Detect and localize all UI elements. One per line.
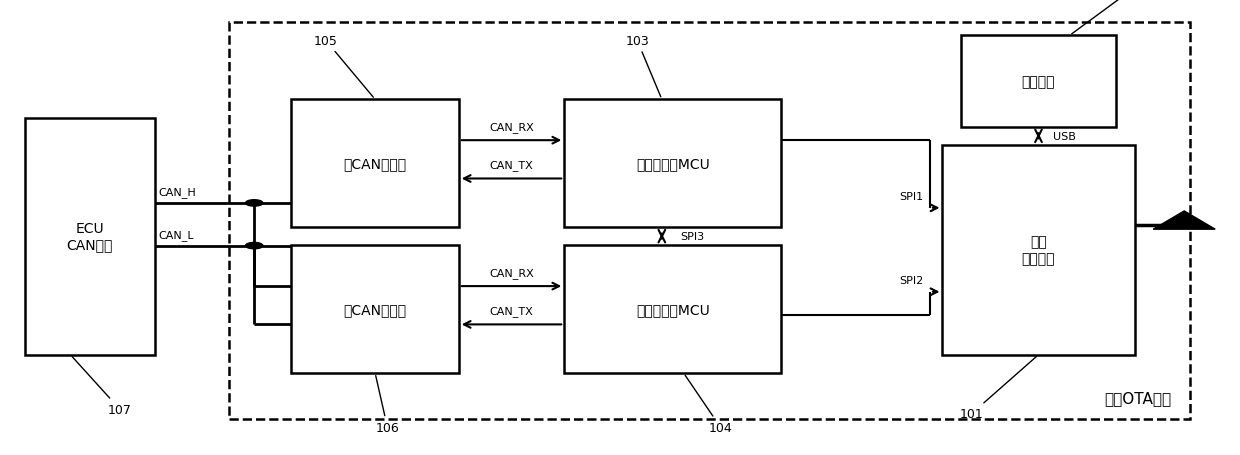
Bar	[25, 118, 155, 355]
Text: 101: 101	[960, 357, 1037, 420]
Text: CAN_L: CAN_L	[159, 229, 195, 240]
Text: 主CAN收发器: 主CAN收发器	[343, 157, 407, 171]
Text: SPI1: SPI1	[900, 192, 924, 202]
Text: CAN_RX: CAN_RX	[489, 122, 534, 133]
Bar	[564, 246, 781, 373]
Text: 107: 107	[72, 357, 131, 416]
Text: CAN_TX: CAN_TX	[490, 306, 533, 317]
Text: 主微处理器MCU: 主微处理器MCU	[636, 157, 709, 171]
Text: 车载OTA终端: 车载OTA终端	[1105, 390, 1172, 405]
Text: 解密模块: 解密模块	[1022, 75, 1055, 89]
Text: CAN_H: CAN_H	[159, 187, 196, 197]
Text: SPI3: SPI3	[681, 232, 704, 242]
Text: CAN_RX: CAN_RX	[489, 268, 534, 278]
Bar	[291, 100, 459, 228]
Polygon shape	[1153, 212, 1215, 230]
Bar	[942, 146, 1135, 355]
Text: ECU
CAN模块: ECU CAN模块	[67, 222, 113, 252]
Circle shape	[246, 243, 263, 249]
Text: 102: 102	[1071, 0, 1149, 35]
Circle shape	[246, 200, 263, 207]
Text: CAN_TX: CAN_TX	[490, 160, 533, 171]
Text: 从CAN收发器: 从CAN收发器	[343, 303, 407, 316]
Text: SPI2: SPI2	[899, 276, 924, 286]
Text: 103: 103	[625, 35, 661, 97]
Bar	[961, 36, 1116, 127]
Text: 105: 105	[314, 35, 373, 98]
Text: 104: 104	[686, 375, 733, 434]
Bar	[229, 23, 1190, 419]
Text: USB: USB	[1054, 131, 1076, 142]
Text: 从微处理器MCU: 从微处理器MCU	[636, 303, 709, 316]
Bar	[291, 246, 459, 373]
Bar	[564, 100, 781, 228]
Text: 无线
通信模块: 无线 通信模块	[1022, 235, 1055, 265]
Text: 106: 106	[376, 376, 399, 434]
